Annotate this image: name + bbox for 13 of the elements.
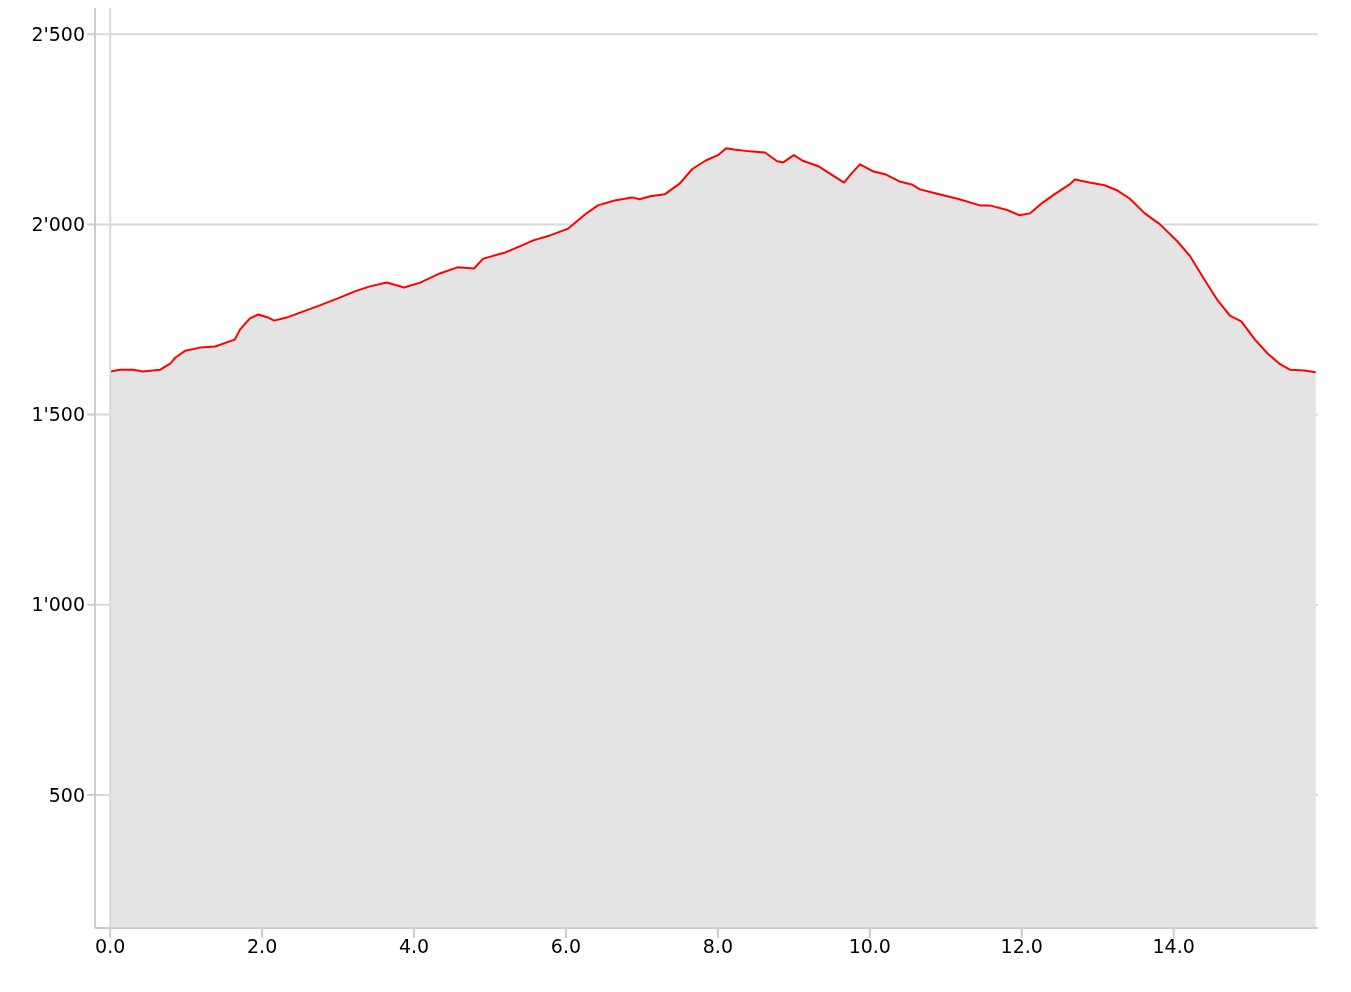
x-tick-label: 4.0 <box>398 935 430 958</box>
y-tick-label: 1'000 <box>31 593 85 616</box>
x-tick-label: 2.0 <box>247 935 278 958</box>
y-tick-label: 1'500 <box>31 403 85 426</box>
x-tick-label: 12.0 <box>1000 935 1043 958</box>
y-tick-label: 2'000 <box>31 213 85 236</box>
x-tick-label: 0.0 <box>95 935 126 958</box>
x-tick-label: 14.0 <box>1152 935 1195 958</box>
x-tick-label: 8.0 <box>702 935 733 958</box>
y-tick-label: 500 <box>48 783 85 806</box>
y-tick-label: 2'500 <box>31 22 85 45</box>
x-tick-label: 6.0 <box>550 935 582 958</box>
x-tick-label: 10.0 <box>848 935 891 958</box>
